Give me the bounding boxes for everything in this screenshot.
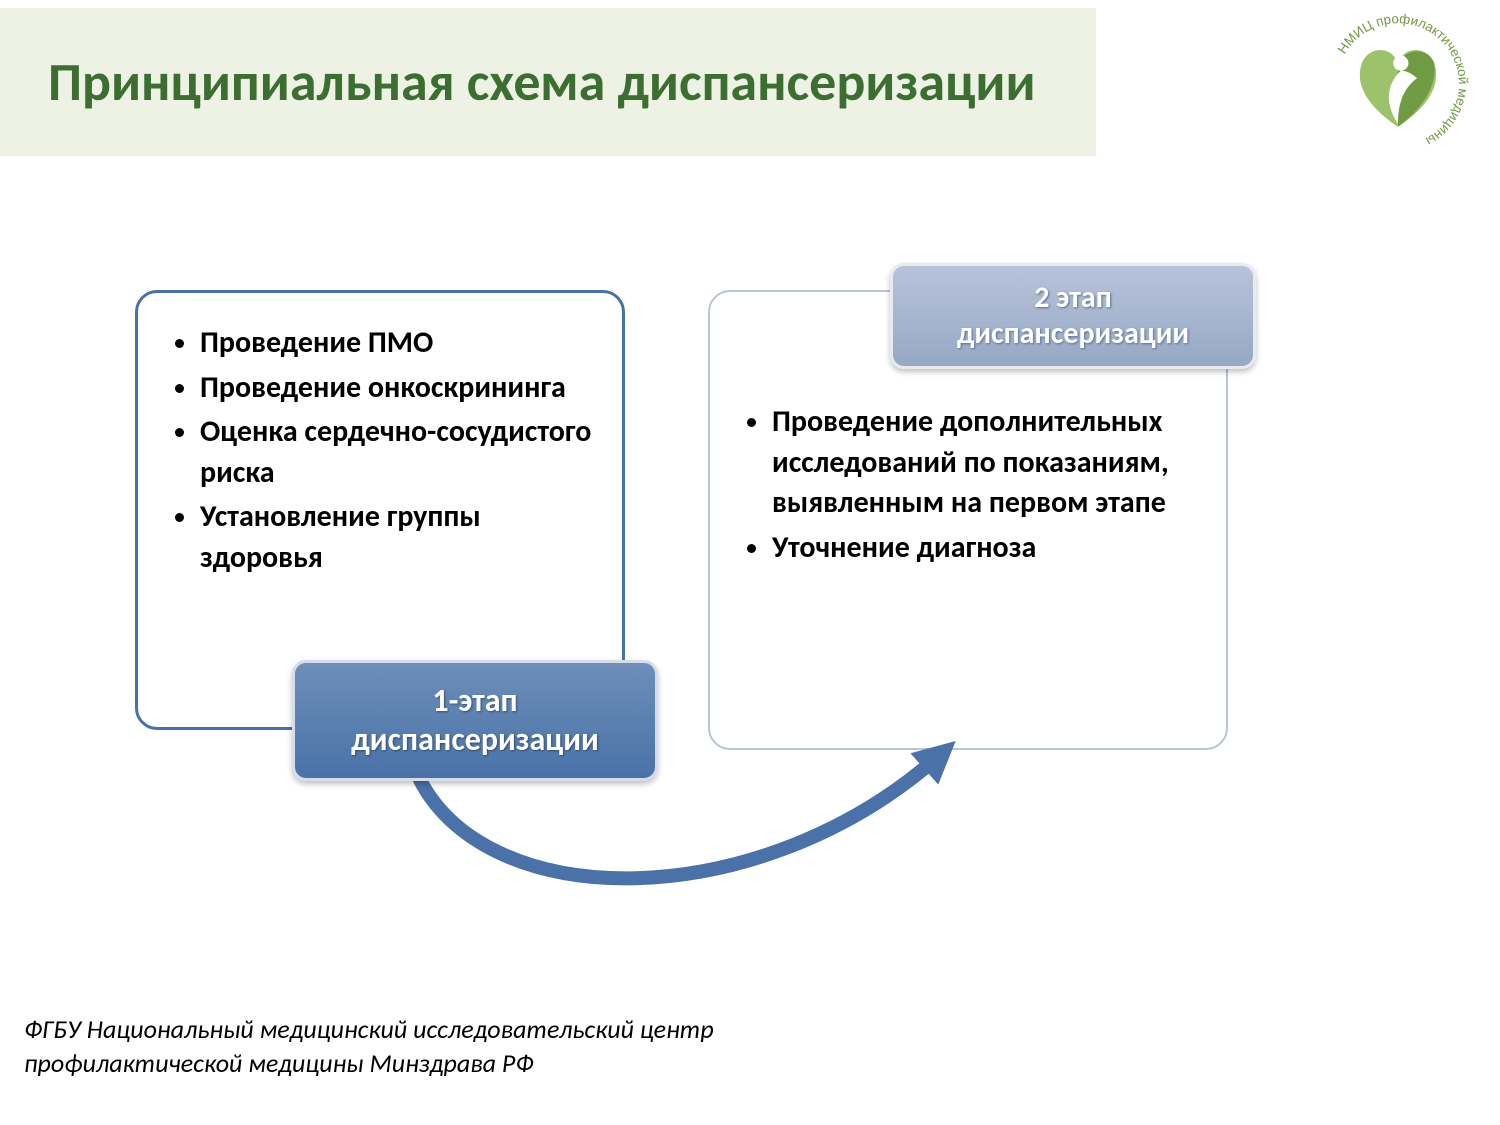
page-title: Принципиальная схема диспансеризации	[48, 49, 1036, 115]
diagram: Проведение ПМО Проведение онкоскрининга …	[120, 275, 1380, 915]
header-bar: Принципиальная схема диспансеризации	[0, 8, 1096, 156]
footer-line1: ФГБУ Национальный медицинский исследоват…	[24, 1013, 714, 1047]
badge-line2: диспансеризации	[351, 721, 599, 759]
footer-line2: профилактической медицины Минздрава РФ	[24, 1047, 714, 1081]
stage1-badge: 1-этап диспансеризации	[292, 660, 658, 781]
arrow-icon	[120, 275, 1380, 975]
badge-line1: 2 этап	[957, 280, 1189, 316]
footer: ФГБУ Национальный медицинский исследоват…	[24, 1013, 714, 1081]
logo-icon: НМИЦ профилактической медицины	[1322, 8, 1474, 160]
stage2-badge: 2 этап диспансеризации	[890, 263, 1256, 369]
badge-line2: диспансеризации	[957, 316, 1189, 352]
badge-line1: 1-этап	[351, 682, 599, 720]
logo: НМИЦ профилактической медицины	[1322, 8, 1474, 160]
